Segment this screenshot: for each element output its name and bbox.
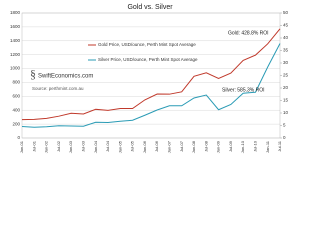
x-tick-label: Jul-01 bbox=[31, 140, 36, 152]
y2-tick-label: 0 bbox=[283, 135, 286, 140]
x-tick-label: Jul-10 bbox=[252, 140, 257, 152]
x-tick-label: Jul-08 bbox=[203, 140, 208, 152]
plot-frame bbox=[21, 12, 281, 139]
x-tick-label: Jan-01 bbox=[19, 140, 24, 153]
y2-tick-label: 10 bbox=[283, 110, 289, 115]
y-tick-label: 600 bbox=[12, 94, 20, 99]
legend-label: Gold Price, USD/ounce, Perth Mint Spot A… bbox=[98, 42, 196, 47]
x-tick-label: Jul-05 bbox=[130, 140, 135, 152]
y-tick-label: 1600 bbox=[10, 24, 21, 29]
x-tick-label: Jan-04 bbox=[93, 140, 98, 153]
y2-tick-label: 20 bbox=[283, 85, 289, 90]
y2-tick-label: 35 bbox=[283, 48, 289, 53]
x-tick-label: Jan-06 bbox=[142, 140, 147, 153]
y2-tick-label: 25 bbox=[283, 73, 289, 78]
legend-label: Silver Price, USD/ounce, Perth Mint Spot… bbox=[98, 57, 198, 62]
x-tick-label: Jul-11 bbox=[277, 140, 282, 151]
x-tick-label: Jul-06 bbox=[154, 140, 159, 152]
y2-tick-label: 50 bbox=[283, 10, 289, 15]
x-tick-label: Jan-02 bbox=[44, 140, 49, 153]
x-tick-label: Jul-04 bbox=[105, 140, 110, 152]
annotation: Gold: 428.8% ROI bbox=[228, 30, 269, 36]
x-tick-label: Jan-08 bbox=[191, 140, 196, 153]
x-tick-label: Jan-05 bbox=[117, 140, 122, 153]
y2-tick-label: 40 bbox=[283, 35, 289, 40]
y-tick-label: 1000 bbox=[10, 66, 21, 71]
watermark: SwiftEconomics.com bbox=[38, 74, 93, 80]
x-tick-label: Jan-11 bbox=[265, 140, 270, 153]
x-tick-label: Jul-07 bbox=[179, 140, 184, 152]
series-line bbox=[21, 28, 281, 121]
chart: Gold vs. Silver 020040060080010001200140… bbox=[0, 0, 296, 170]
chart-title: Gold vs. Silver bbox=[127, 4, 173, 11]
source: Source: perthmint.com.au bbox=[32, 86, 84, 91]
logo-mark: § bbox=[30, 67, 36, 81]
y-tick-label: 200 bbox=[12, 121, 20, 126]
y-tick-label: 1800 bbox=[10, 10, 21, 15]
x-tick-label: Jul-02 bbox=[56, 140, 61, 152]
y-tick-label: 800 bbox=[12, 80, 20, 85]
y2-tick-label: 5 bbox=[283, 123, 286, 128]
x-tick-label: Jul-09 bbox=[228, 140, 233, 152]
x-tick-label: Jan-10 bbox=[240, 140, 245, 153]
x-tick-label: Jan-03 bbox=[68, 140, 73, 153]
y2-tick-label: 30 bbox=[283, 60, 289, 65]
annotation: Silver: 585.3% ROI bbox=[222, 87, 265, 93]
background bbox=[0, 0, 296, 170]
series-line bbox=[21, 43, 281, 128]
page: {"chart_data": {"type": "line", "title":… bbox=[0, 0, 296, 170]
y-tick-label: 0 bbox=[17, 135, 20, 140]
y2-tick-label: 15 bbox=[283, 98, 289, 103]
x-tick-label: Jul-03 bbox=[80, 140, 85, 152]
y-tick-label: 1400 bbox=[10, 38, 21, 43]
y2-tick-label: 45 bbox=[283, 23, 289, 28]
y-tick-label: 1200 bbox=[10, 52, 21, 57]
y-tick-label: 400 bbox=[12, 107, 20, 112]
x-tick-label: Jan-07 bbox=[166, 140, 171, 153]
x-tick-label: Jan-09 bbox=[216, 140, 221, 153]
